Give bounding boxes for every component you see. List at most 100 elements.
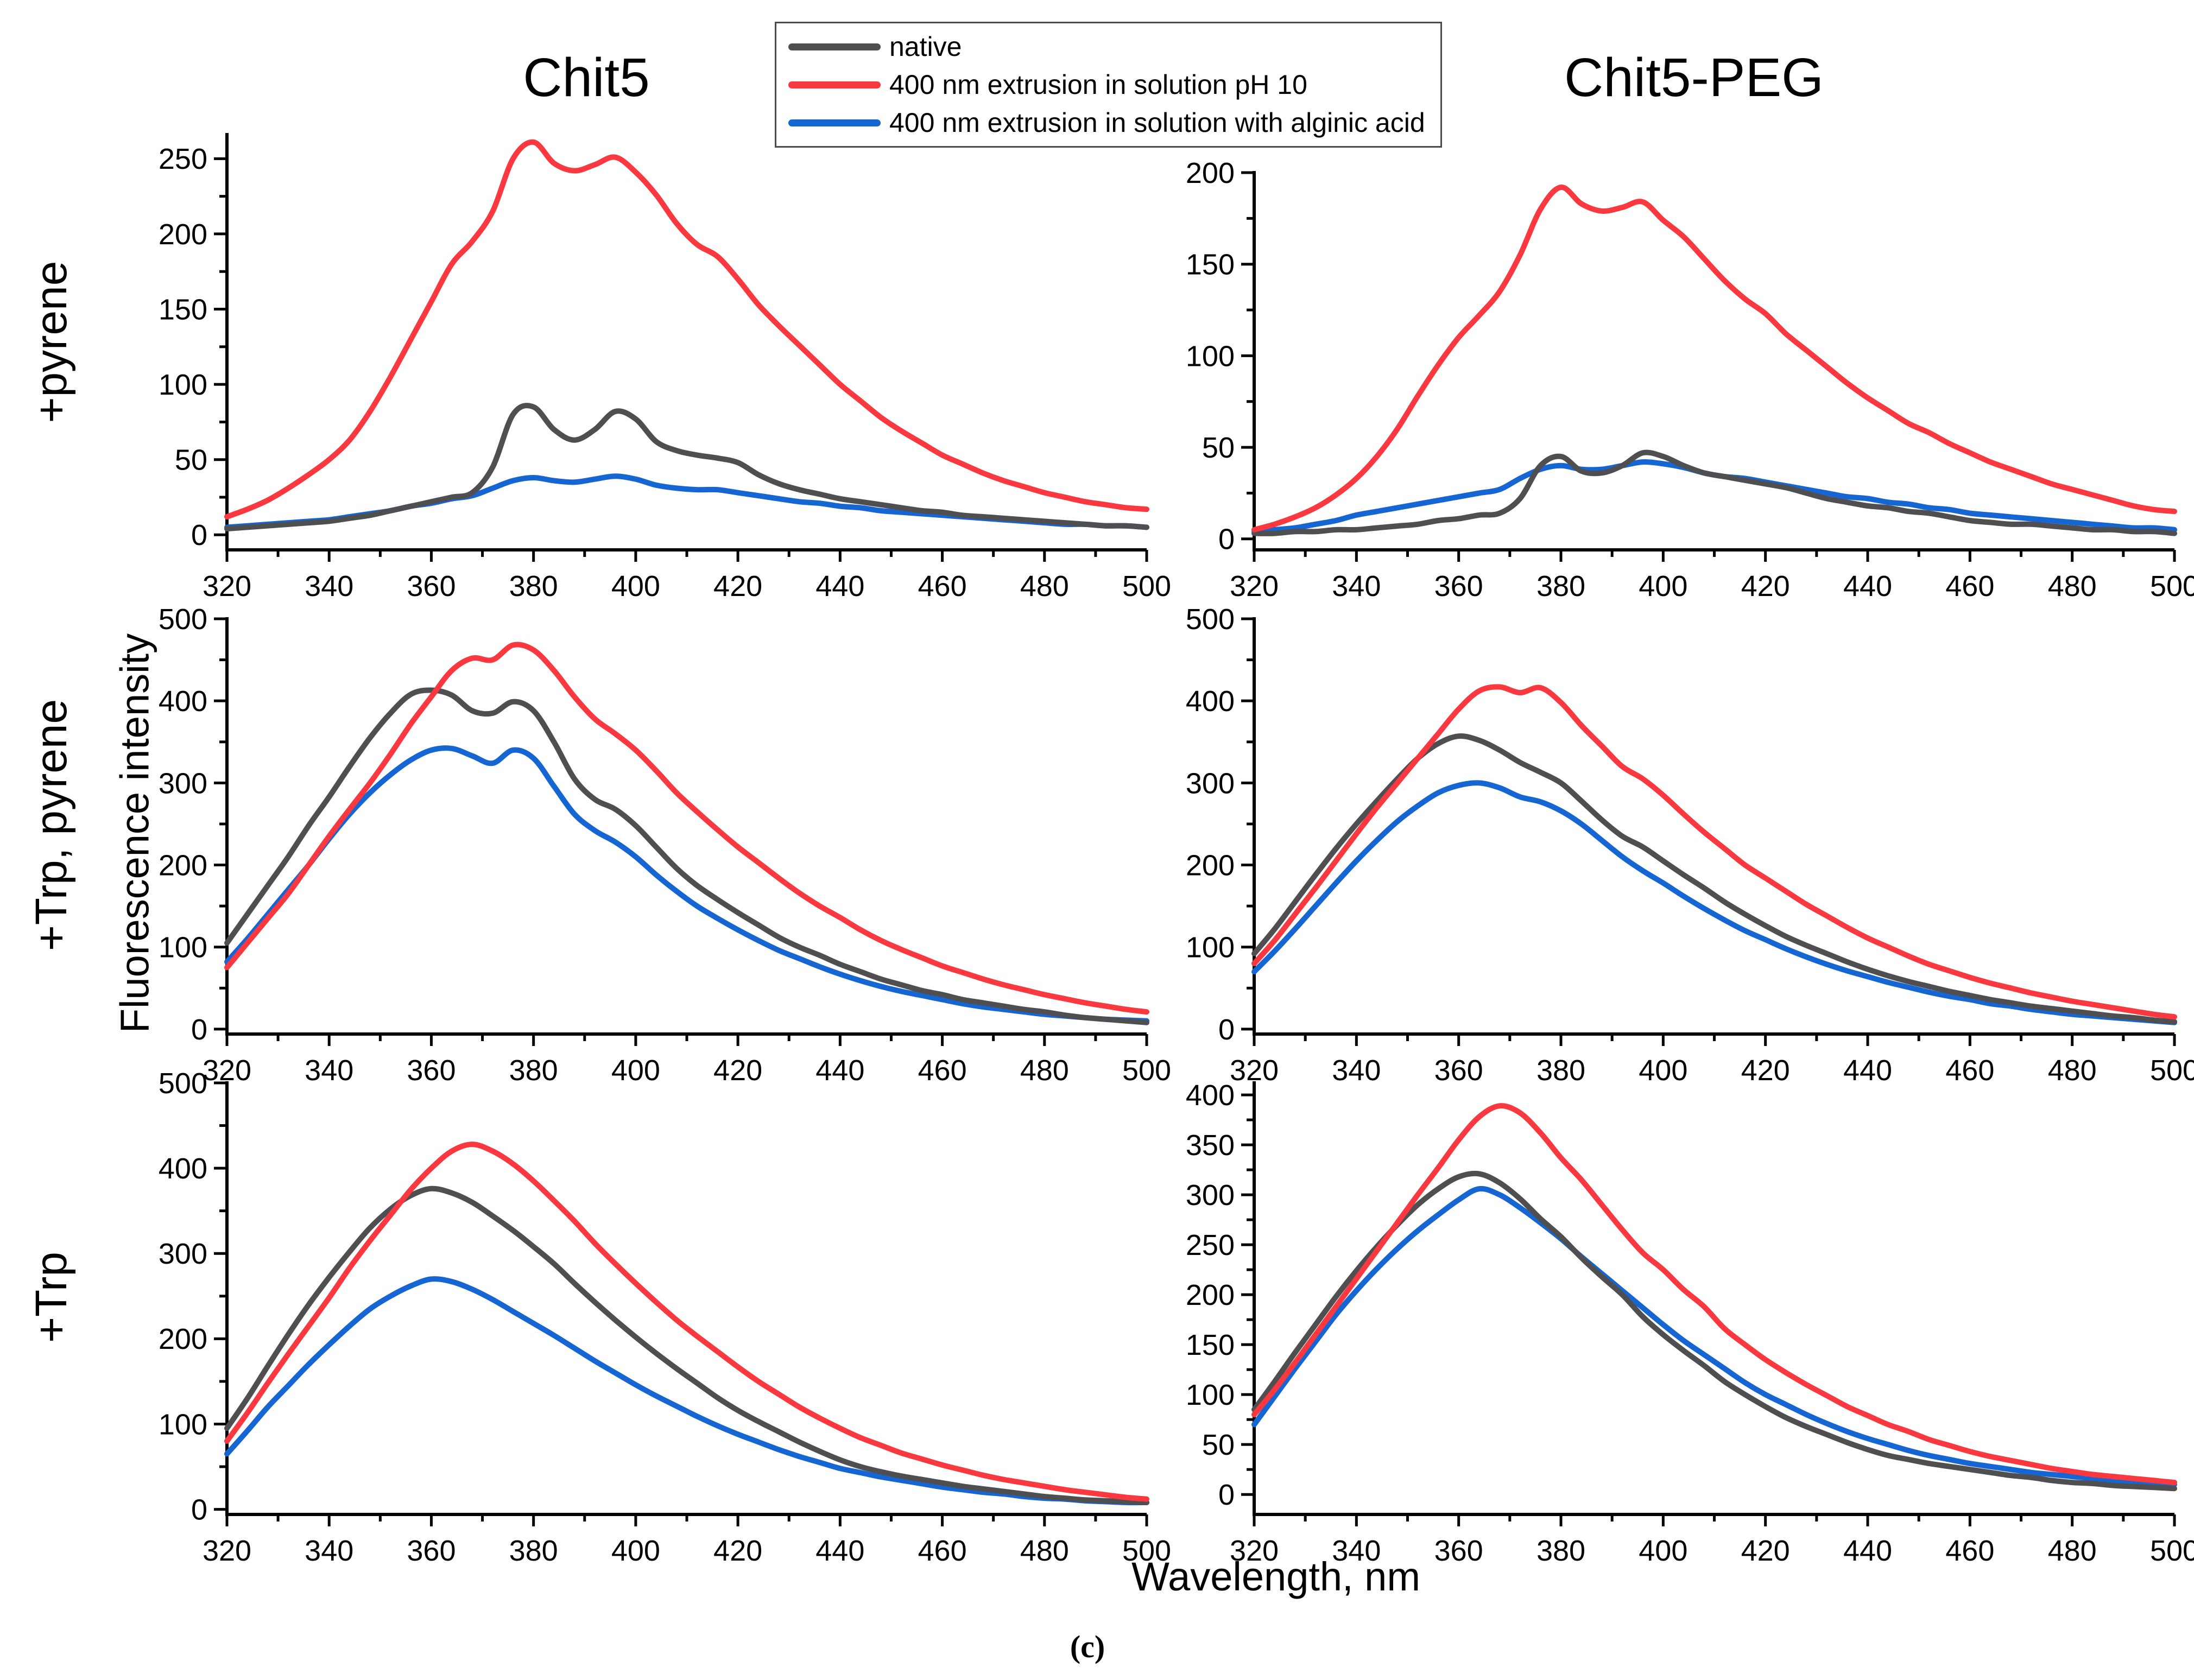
- svg-text:420: 420: [1741, 1535, 1790, 1567]
- legend-item-alginic-acid: 400 nm extrusion in solution with algini…: [788, 106, 1425, 140]
- svg-text:0: 0: [191, 519, 207, 551]
- svg-text:340: 340: [1332, 1535, 1381, 1567]
- svg-text:420: 420: [1741, 1054, 1790, 1087]
- svg-text:0: 0: [191, 1493, 207, 1526]
- svg-text:400: 400: [1186, 1079, 1235, 1112]
- svg-text:420: 420: [713, 1054, 762, 1087]
- svg-text:500: 500: [159, 1067, 207, 1100]
- chart-chit5peg-trp: 0 50 100 150 200 250 300 350 400 320 340 360 380 400 4…: [1151, 1058, 2194, 1585]
- svg-text:500: 500: [1122, 1535, 1171, 1567]
- chart-chit5-pyrene: 0 50 100 150 200 250 320 340 360 380 400 420 440 460 4…: [124, 110, 1171, 620]
- svg-text:320: 320: [203, 1535, 251, 1567]
- svg-text:250: 250: [1186, 1229, 1235, 1261]
- svg-text:250: 250: [159, 143, 207, 175]
- svg-text:200: 200: [1186, 1279, 1235, 1311]
- svg-text:460: 460: [918, 570, 967, 603]
- figure-caption: (c): [1070, 1629, 1105, 1664]
- svg-text:100: 100: [1186, 931, 1235, 964]
- column-title-chit5: Chit5: [523, 47, 650, 108]
- svg-text:440: 440: [1843, 1054, 1892, 1087]
- chart-chit5-trp-pyrene: 0 100 200 300 400 500 320 340 360 380 400 420 440 460…: [124, 594, 1171, 1105]
- svg-text:460: 460: [1945, 570, 1994, 603]
- svg-text:360: 360: [407, 1054, 456, 1087]
- svg-text:500: 500: [2150, 1535, 2194, 1567]
- svg-text:440: 440: [815, 1535, 864, 1567]
- svg-text:340: 340: [1332, 570, 1381, 603]
- svg-text:320: 320: [1230, 570, 1279, 603]
- legend-item-native: native: [788, 30, 1425, 64]
- svg-text:500: 500: [2150, 1054, 2194, 1087]
- chart-chit5peg-trp-pyrene: 0 100 200 300 400 500 320 340 360 380 400 420 440 460…: [1151, 594, 2194, 1105]
- svg-text:380: 380: [509, 1054, 558, 1087]
- row-label-trp-pyrene: +Trp, pyrene: [27, 699, 76, 952]
- column-title-chit5-peg: Chit5-PEG: [1564, 47, 1824, 108]
- svg-text:480: 480: [1020, 570, 1069, 603]
- legend-line-swatch-alginic-acid: [788, 119, 881, 126]
- svg-text:400: 400: [159, 685, 207, 718]
- chart-chit5peg-pyrene: 0 50 100 150 200 320 340 360 380 400 420 440 460 480 5…: [1151, 148, 2194, 620]
- legend-line-swatch-ph10: [788, 81, 881, 88]
- svg-text:500: 500: [159, 603, 207, 636]
- svg-text:340: 340: [305, 570, 353, 603]
- svg-text:400: 400: [159, 1152, 207, 1185]
- svg-text:0: 0: [1218, 1013, 1235, 1046]
- svg-text:300: 300: [159, 767, 207, 800]
- svg-text:200: 200: [159, 218, 207, 251]
- svg-text:420: 420: [713, 570, 762, 603]
- svg-text:400: 400: [611, 1054, 660, 1087]
- svg-text:480: 480: [2048, 570, 2097, 603]
- svg-text:480: 480: [2048, 1535, 2097, 1567]
- svg-text:50: 50: [1202, 1429, 1235, 1461]
- legend-item-ph10: 400 nm extrusion in solution pH 10: [788, 68, 1425, 102]
- row-label-trp: +Trp: [27, 1252, 76, 1343]
- svg-text:360: 360: [407, 1535, 456, 1567]
- legend: native 400 nm extrusion in solution pH 1…: [775, 22, 1442, 148]
- svg-text:200: 200: [1186, 157, 1235, 189]
- row-label-pyrene: +pyrene: [27, 261, 76, 423]
- svg-text:480: 480: [2048, 1054, 2097, 1087]
- y-axis-label: Fluorescence intensity: [112, 633, 157, 1034]
- svg-text:50: 50: [175, 444, 207, 477]
- svg-text:100: 100: [159, 931, 207, 964]
- svg-text:460: 460: [1945, 1054, 1994, 1087]
- svg-text:420: 420: [713, 1535, 762, 1567]
- svg-text:320: 320: [1230, 1535, 1279, 1567]
- svg-text:200: 200: [1186, 849, 1235, 882]
- svg-text:440: 440: [1843, 1535, 1892, 1567]
- svg-text:360: 360: [1434, 1535, 1483, 1567]
- svg-text:350: 350: [1186, 1129, 1235, 1162]
- svg-text:300: 300: [159, 1238, 207, 1270]
- svg-text:0: 0: [191, 1013, 207, 1046]
- svg-text:100: 100: [159, 1408, 207, 1441]
- svg-text:500: 500: [1186, 603, 1235, 636]
- svg-text:380: 380: [509, 570, 558, 603]
- svg-text:300: 300: [1186, 767, 1235, 800]
- svg-text:480: 480: [1020, 1535, 1069, 1567]
- svg-text:150: 150: [1186, 1329, 1235, 1361]
- legend-label: native: [889, 31, 962, 62]
- svg-text:150: 150: [159, 293, 207, 326]
- svg-text:380: 380: [509, 1535, 558, 1567]
- svg-text:500: 500: [1122, 570, 1171, 603]
- svg-text:340: 340: [1332, 1054, 1381, 1087]
- svg-text:100: 100: [1186, 340, 1235, 372]
- svg-text:400: 400: [1639, 570, 1687, 603]
- svg-text:500: 500: [2150, 570, 2194, 603]
- svg-text:100: 100: [1186, 1379, 1235, 1411]
- svg-text:460: 460: [1945, 1535, 1994, 1567]
- svg-text:400: 400: [1639, 1535, 1687, 1567]
- svg-text:460: 460: [918, 1054, 967, 1087]
- svg-text:360: 360: [1434, 1054, 1483, 1087]
- svg-text:400: 400: [1639, 1054, 1687, 1087]
- svg-text:360: 360: [407, 570, 456, 603]
- svg-text:150: 150: [1186, 249, 1235, 281]
- svg-text:500: 500: [1122, 1054, 1171, 1087]
- svg-text:420: 420: [1741, 570, 1790, 603]
- svg-text:440: 440: [1843, 570, 1892, 603]
- svg-text:400: 400: [611, 570, 660, 603]
- svg-text:300: 300: [1186, 1179, 1235, 1212]
- svg-text:0: 0: [1218, 523, 1235, 556]
- svg-text:320: 320: [203, 570, 251, 603]
- svg-text:50: 50: [1202, 432, 1235, 464]
